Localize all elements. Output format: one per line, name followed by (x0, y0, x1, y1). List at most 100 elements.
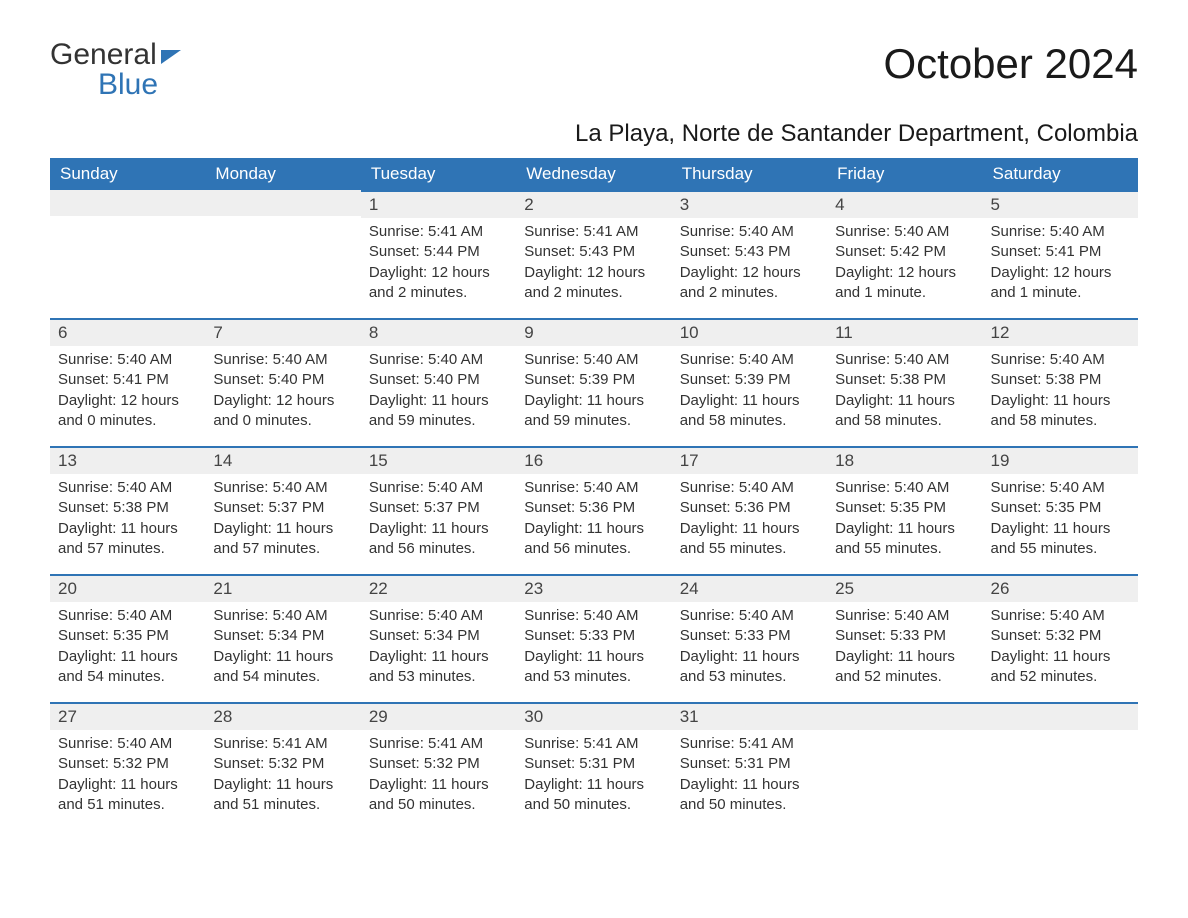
day-details: Sunrise: 5:40 AMSunset: 5:43 PMDaylight:… (672, 218, 827, 311)
day-details: Sunrise: 5:40 AMSunset: 5:32 PMDaylight:… (50, 730, 205, 823)
day-details: Sunrise: 5:40 AMSunset: 5:32 PMDaylight:… (983, 602, 1138, 695)
day-number: 2 (516, 192, 671, 218)
day-number: 26 (983, 576, 1138, 602)
sunset-text: Sunset: 5:32 PM (58, 754, 197, 774)
day-number: 1 (361, 192, 516, 218)
sunset-text: Sunset: 5:32 PM (991, 626, 1130, 646)
day-details: Sunrise: 5:40 AMSunset: 5:38 PMDaylight:… (983, 346, 1138, 439)
sunrise-text: Sunrise: 5:40 AM (369, 478, 508, 498)
daylight-text: Daylight: 12 hours and 0 minutes. (213, 391, 352, 432)
day-number: 8 (361, 320, 516, 346)
day-details: Sunrise: 5:40 AMSunset: 5:38 PMDaylight:… (50, 474, 205, 567)
sunset-text: Sunset: 5:42 PM (835, 242, 974, 262)
calendar-day: 3Sunrise: 5:40 AMSunset: 5:43 PMDaylight… (672, 190, 827, 318)
weekday-header: Friday (827, 158, 982, 190)
day-number: 18 (827, 448, 982, 474)
sunrise-text: Sunrise: 5:40 AM (58, 478, 197, 498)
day-number: 19 (983, 448, 1138, 474)
sunrise-text: Sunrise: 5:40 AM (680, 350, 819, 370)
daylight-text: Daylight: 11 hours and 52 minutes. (835, 647, 974, 688)
day-number: 7 (205, 320, 360, 346)
day-details: Sunrise: 5:40 AMSunset: 5:36 PMDaylight:… (516, 474, 671, 567)
calendar-day-empty (983, 702, 1138, 830)
day-number: 24 (672, 576, 827, 602)
day-number: 30 (516, 704, 671, 730)
calendar-day: 9Sunrise: 5:40 AMSunset: 5:39 PMDaylight… (516, 318, 671, 446)
sunset-text: Sunset: 5:38 PM (991, 370, 1130, 390)
weekday-header: Monday (205, 158, 360, 190)
sunset-text: Sunset: 5:38 PM (835, 370, 974, 390)
sunrise-text: Sunrise: 5:40 AM (369, 606, 508, 626)
sunset-text: Sunset: 5:32 PM (369, 754, 508, 774)
sunset-text: Sunset: 5:41 PM (991, 242, 1130, 262)
sunrise-text: Sunrise: 5:40 AM (991, 606, 1130, 626)
brand-line1-wrap: General (50, 40, 181, 70)
calendar-body: 1Sunrise: 5:41 AMSunset: 5:44 PMDaylight… (50, 190, 1138, 830)
calendar-day-empty (205, 190, 360, 318)
calendar-day: 27Sunrise: 5:40 AMSunset: 5:32 PMDayligh… (50, 702, 205, 830)
daylight-text: Daylight: 12 hours and 1 minute. (835, 263, 974, 304)
sunset-text: Sunset: 5:36 PM (680, 498, 819, 518)
page-header: General Blue October 2024 (50, 40, 1138, 100)
daylight-text: Daylight: 11 hours and 55 minutes. (680, 519, 819, 560)
calendar-day: 22Sunrise: 5:40 AMSunset: 5:34 PMDayligh… (361, 574, 516, 702)
sunrise-text: Sunrise: 5:40 AM (835, 478, 974, 498)
weekday-header: Wednesday (516, 158, 671, 190)
calendar-day: 25Sunrise: 5:40 AMSunset: 5:33 PMDayligh… (827, 574, 982, 702)
calendar-day: 30Sunrise: 5:41 AMSunset: 5:31 PMDayligh… (516, 702, 671, 830)
sunrise-text: Sunrise: 5:40 AM (680, 222, 819, 242)
calendar-day: 2Sunrise: 5:41 AMSunset: 5:43 PMDaylight… (516, 190, 671, 318)
weekday-header: Sunday (50, 158, 205, 190)
calendar-day: 18Sunrise: 5:40 AMSunset: 5:35 PMDayligh… (827, 446, 982, 574)
daylight-text: Daylight: 11 hours and 56 minutes. (369, 519, 508, 560)
sunrise-text: Sunrise: 5:40 AM (213, 478, 352, 498)
day-details: Sunrise: 5:41 AMSunset: 5:31 PMDaylight:… (672, 730, 827, 823)
calendar-day: 24Sunrise: 5:40 AMSunset: 5:33 PMDayligh… (672, 574, 827, 702)
sunrise-text: Sunrise: 5:40 AM (680, 478, 819, 498)
sunrise-text: Sunrise: 5:40 AM (991, 350, 1130, 370)
day-details: Sunrise: 5:40 AMSunset: 5:35 PMDaylight:… (50, 602, 205, 695)
daylight-text: Daylight: 11 hours and 51 minutes. (213, 775, 352, 816)
daylight-text: Daylight: 11 hours and 58 minutes. (680, 391, 819, 432)
calendar-table: SundayMondayTuesdayWednesdayThursdayFrid… (50, 158, 1138, 830)
calendar-day: 19Sunrise: 5:40 AMSunset: 5:35 PMDayligh… (983, 446, 1138, 574)
calendar-day-empty (827, 702, 982, 830)
calendar-head: SundayMondayTuesdayWednesdayThursdayFrid… (50, 158, 1138, 190)
sunrise-text: Sunrise: 5:41 AM (369, 222, 508, 242)
calendar-day: 16Sunrise: 5:40 AMSunset: 5:36 PMDayligh… (516, 446, 671, 574)
weekday-header: Thursday (672, 158, 827, 190)
day-details: Sunrise: 5:40 AMSunset: 5:36 PMDaylight:… (672, 474, 827, 567)
calendar-day: 5Sunrise: 5:40 AMSunset: 5:41 PMDaylight… (983, 190, 1138, 318)
sunrise-text: Sunrise: 5:40 AM (524, 478, 663, 498)
calendar-day: 20Sunrise: 5:40 AMSunset: 5:35 PMDayligh… (50, 574, 205, 702)
day-number: 12 (983, 320, 1138, 346)
sunrise-text: Sunrise: 5:41 AM (680, 734, 819, 754)
daylight-text: Daylight: 12 hours and 2 minutes. (524, 263, 663, 304)
sunrise-text: Sunrise: 5:41 AM (524, 222, 663, 242)
flag-icon (161, 50, 181, 64)
calendar-week: 1Sunrise: 5:41 AMSunset: 5:44 PMDaylight… (50, 190, 1138, 318)
sunset-text: Sunset: 5:39 PM (524, 370, 663, 390)
daylight-text: Daylight: 11 hours and 55 minutes. (835, 519, 974, 560)
day-number: 29 (361, 704, 516, 730)
daylight-text: Daylight: 11 hours and 52 minutes. (991, 647, 1130, 688)
sunset-text: Sunset: 5:33 PM (524, 626, 663, 646)
day-details: Sunrise: 5:40 AMSunset: 5:33 PMDaylight:… (672, 602, 827, 695)
day-number: 9 (516, 320, 671, 346)
sunset-text: Sunset: 5:31 PM (524, 754, 663, 774)
day-details: Sunrise: 5:40 AMSunset: 5:34 PMDaylight:… (205, 602, 360, 695)
title-block: October 2024 (883, 40, 1138, 88)
day-number: 6 (50, 320, 205, 346)
day-details: Sunrise: 5:40 AMSunset: 5:39 PMDaylight:… (516, 346, 671, 439)
weekday-header: Tuesday (361, 158, 516, 190)
daylight-text: Daylight: 12 hours and 1 minute. (991, 263, 1130, 304)
day-number-empty (50, 190, 205, 216)
daylight-text: Daylight: 11 hours and 54 minutes. (58, 647, 197, 688)
sunset-text: Sunset: 5:35 PM (991, 498, 1130, 518)
day-number: 3 (672, 192, 827, 218)
daylight-text: Daylight: 11 hours and 58 minutes. (835, 391, 974, 432)
daylight-text: Daylight: 11 hours and 51 minutes. (58, 775, 197, 816)
daylight-text: Daylight: 11 hours and 55 minutes. (991, 519, 1130, 560)
calendar-week: 27Sunrise: 5:40 AMSunset: 5:32 PMDayligh… (50, 702, 1138, 830)
day-details: Sunrise: 5:41 AMSunset: 5:32 PMDaylight:… (205, 730, 360, 823)
